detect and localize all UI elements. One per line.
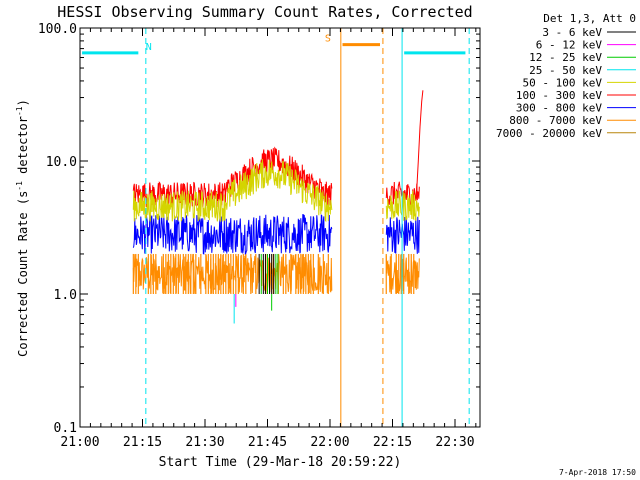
series-band: [132, 158, 420, 223]
x-tick-label: 21:45: [248, 435, 287, 450]
x-axis: 21:00 21:15 21:30 21:45 22:00 22:15 22:30: [60, 28, 477, 450]
y-tick-label: 1.0: [54, 288, 77, 303]
legend-entry-label: 6 - 12 keV: [536, 39, 603, 52]
legend-title: Det 1,3, Att 0: [543, 12, 636, 25]
x-tick-label: 22:30: [435, 435, 474, 450]
plot-frame: [79, 27, 481, 428]
legend-entry-label: 300 - 800 keV: [516, 102, 602, 115]
series-red-flare: [416, 90, 424, 191]
legend-entry-label: 25 - 50 keV: [529, 64, 602, 77]
data-layer: [132, 90, 424, 324]
annotation-label: N: [146, 42, 152, 53]
chart-title: HESSI Observing Summary Count Rates, Cor…: [57, 3, 472, 21]
series-trace: [385, 216, 420, 254]
footer-date: 7-Apr-2018 17:50: [559, 468, 636, 477]
legend-entry-label: 3 - 6 keV: [542, 26, 602, 39]
annotation-label: S: [325, 34, 331, 45]
legend-entry-label: 100 - 300 keV: [516, 89, 602, 102]
y-tick-label: 10.0: [46, 155, 77, 170]
legend-entry-label: 800 - 7000 keV: [509, 114, 602, 127]
x-tick-label: 21:30: [185, 435, 224, 450]
legend-entry-label: 50 - 100 keV: [523, 76, 603, 89]
series-trace: [132, 158, 333, 223]
series-band: [132, 253, 420, 294]
x-tick-label: 22:15: [373, 435, 412, 450]
y-tick-label: 0.1: [54, 421, 77, 436]
y-axis: 0.1 1.0 10.0 100.0: [38, 22, 480, 436]
legend-entry-label: 7000 - 20000 keV: [496, 127, 602, 140]
series-trace: [385, 190, 420, 221]
x-tick-label: 21:15: [123, 435, 162, 450]
x-tick-label: 22:00: [310, 435, 349, 450]
series-spikes: [258, 253, 279, 294]
y-tick-label: 100.0: [38, 22, 77, 37]
x-tick-label: 21:00: [60, 435, 99, 450]
y-axis-label: Corrected Count Rate (s-1 detector-1): [15, 99, 30, 357]
legend-entry-label: 12 - 25 keV: [529, 51, 602, 64]
series-trace: [132, 212, 333, 255]
series-band: [132, 212, 420, 255]
x-axis-label: Start Time (29-Mar-18 20:59:22): [159, 455, 402, 470]
